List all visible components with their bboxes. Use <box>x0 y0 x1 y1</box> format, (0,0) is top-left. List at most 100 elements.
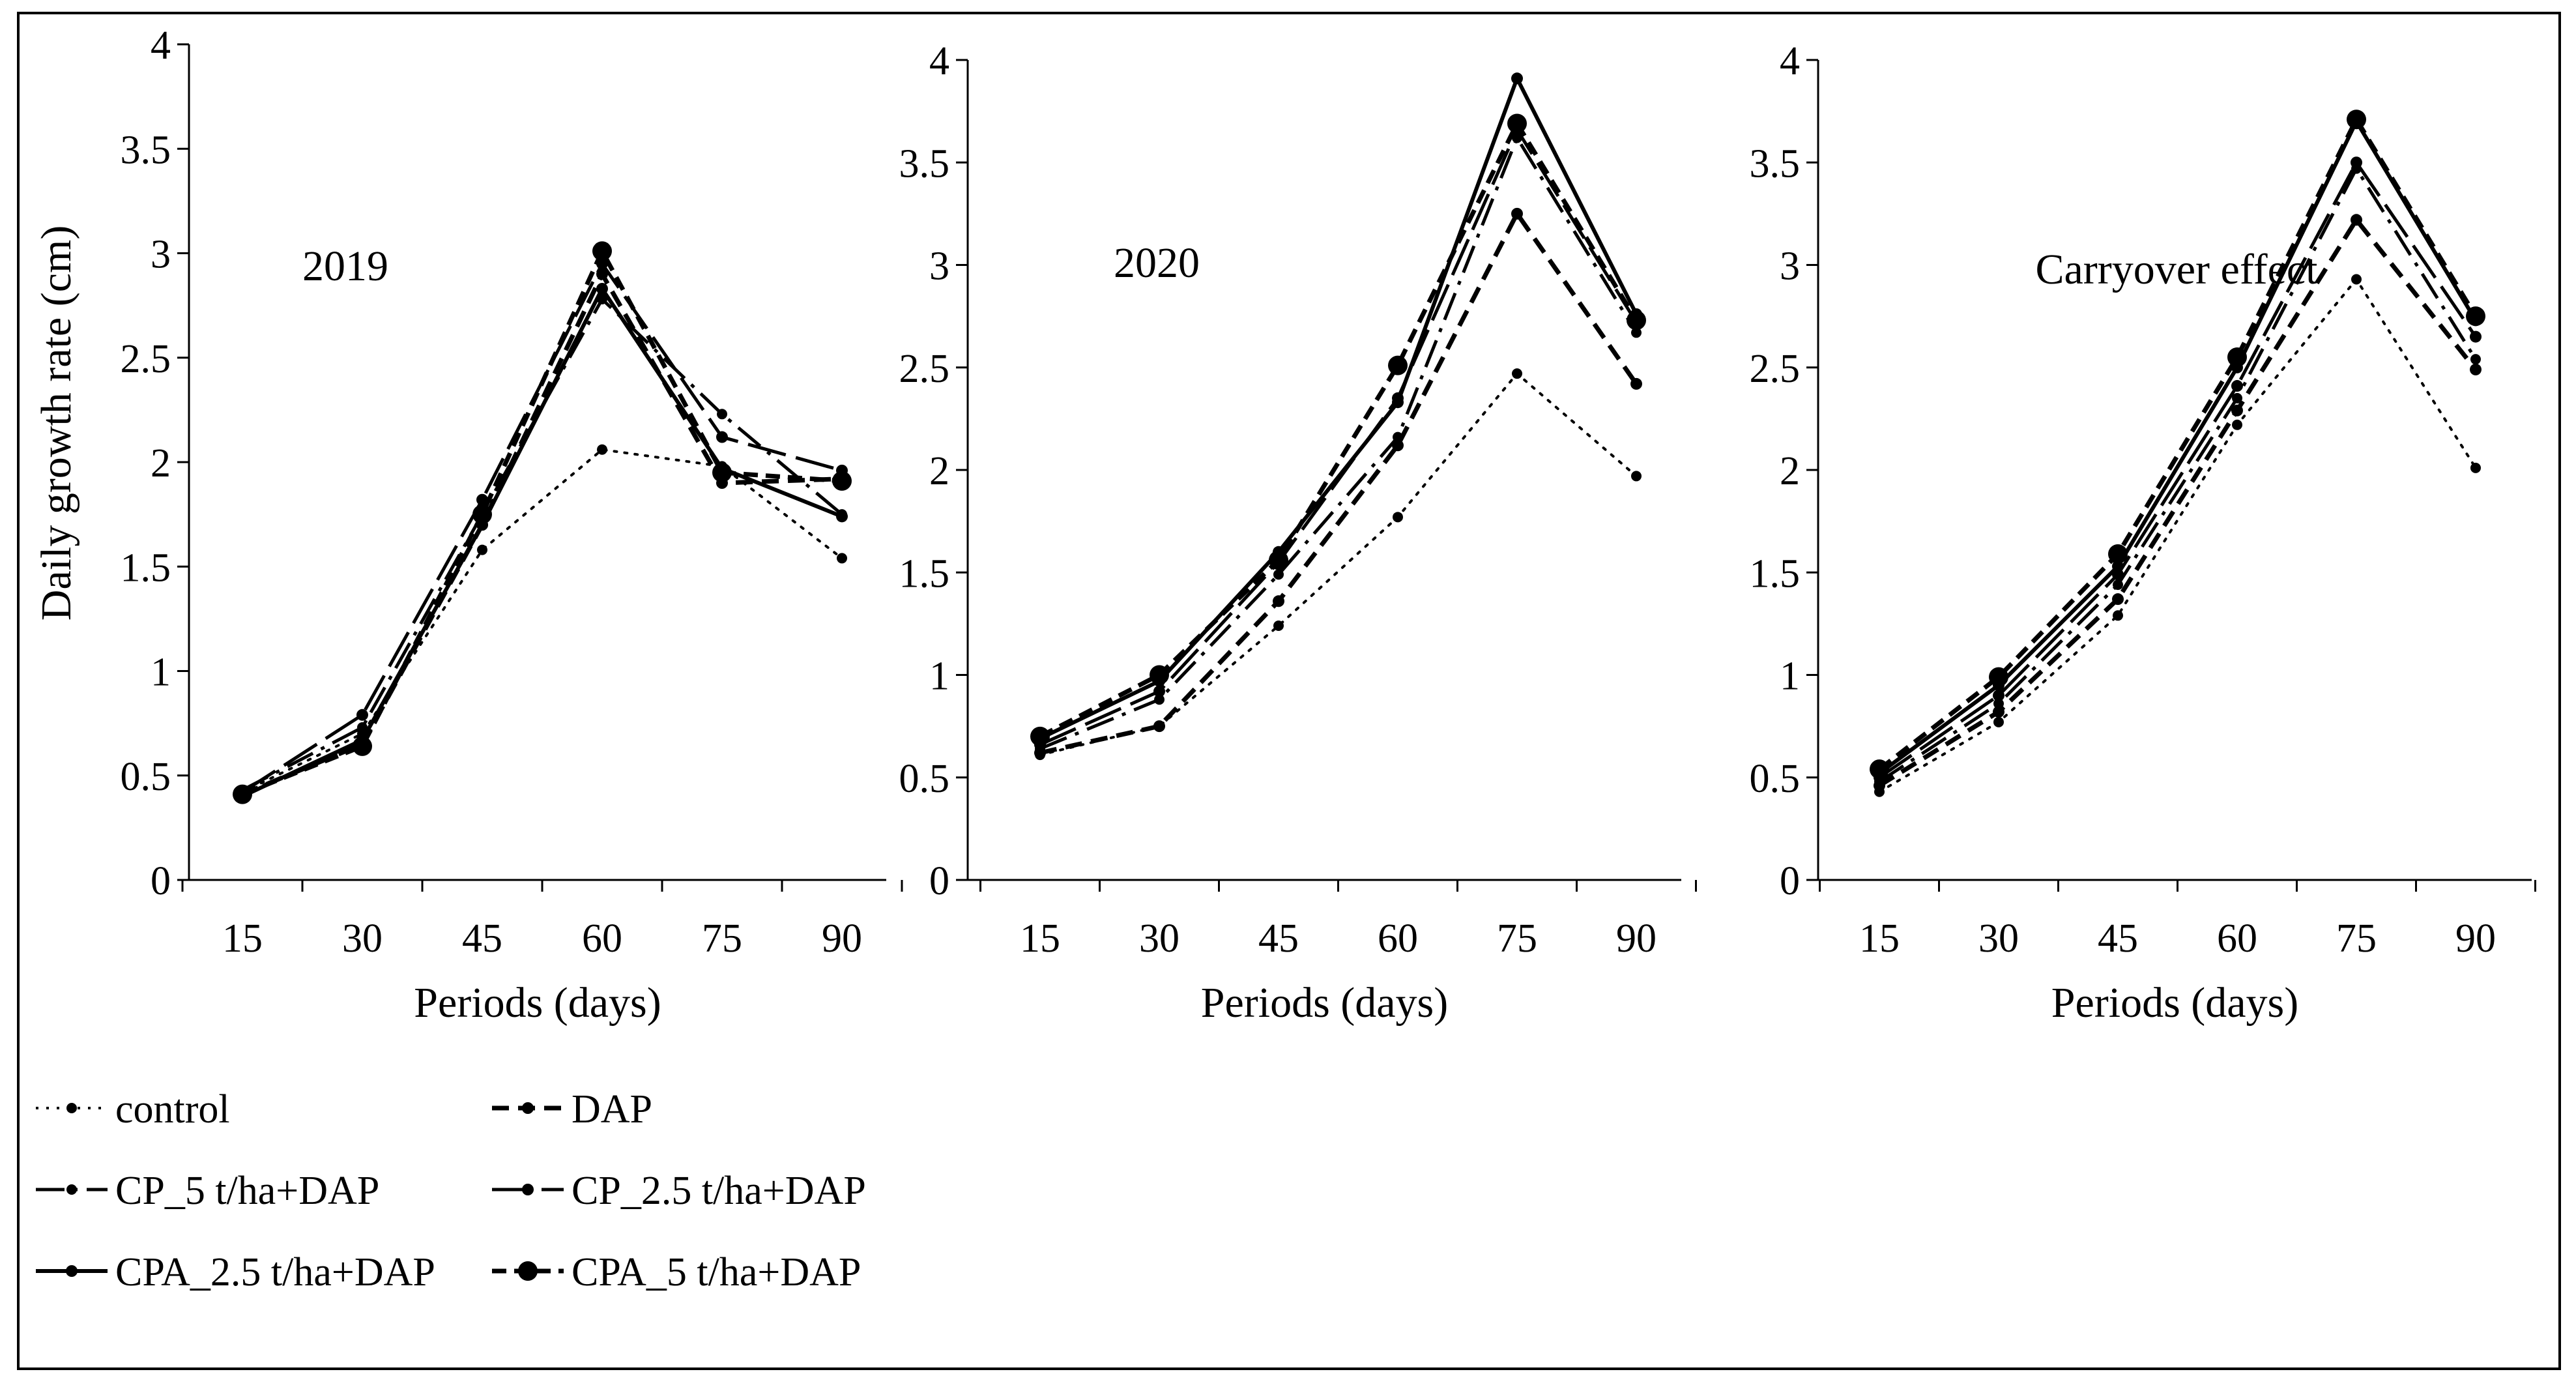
data-point <box>2231 380 2243 392</box>
legend: control DAP CP_5 t/ha+DAP CP_2.5 t/ha+DAP CP… <box>36 1087 866 1294</box>
data-point <box>2470 462 2481 473</box>
y-tick-label: 1 <box>929 654 949 699</box>
y-tick-label: 1 <box>1780 654 1800 699</box>
data-point <box>1870 759 1889 780</box>
series-cp-2-5-t-ha-dap <box>1874 156 2482 783</box>
y-tick-label: 1.5 <box>899 551 950 596</box>
legend-swatch-marker <box>522 1102 534 1114</box>
chart-title: 2020 <box>1114 239 1200 287</box>
data-point <box>2466 306 2485 327</box>
y-tick-label: 2.5 <box>1750 347 1801 391</box>
data-point <box>832 471 852 491</box>
y-tick-label: 3 <box>929 244 949 289</box>
legend-label: CPA_2.5 t/ha+DAP <box>115 1250 435 1294</box>
chart-panel-3: 0 0.5 1 1.5 2 2.5 3 3.5 4 15 30 45 60 75 90 Periods (da… <box>1750 39 2536 1027</box>
x-axis-label: Periods (days) <box>2051 979 2298 1027</box>
data-point <box>2113 610 2123 621</box>
data-point <box>1630 377 1642 390</box>
x-tick-label: 30 <box>342 916 383 961</box>
y-tick-label: 0.5 <box>899 757 950 801</box>
data-point <box>2227 347 2247 368</box>
legend-item-cp-2-5-t-ha-dap: CP_2.5 t/ha+DAP <box>492 1169 866 1213</box>
y-tick-label: 0 <box>929 859 949 903</box>
legend-label: CPA_5 t/ha+DAP <box>572 1250 861 1294</box>
series-line <box>241 272 843 797</box>
series-line <box>1039 121 1638 738</box>
chart-title: 2019 <box>302 242 388 290</box>
data-point <box>1989 667 2008 687</box>
series-line <box>1039 211 1638 755</box>
data-point <box>1153 720 1165 733</box>
data-point <box>2347 110 2366 130</box>
data-point <box>477 544 487 555</box>
x-tick-label: 75 <box>2336 916 2377 961</box>
x-tick-label: 45 <box>462 916 502 961</box>
data-point <box>357 722 368 733</box>
legend-swatch-marker <box>66 1103 77 1113</box>
y-axis-label: Daily growth rate (cm) <box>33 226 80 621</box>
y-tick-label: 0.5 <box>1750 757 1801 801</box>
series-cpa-5-t-ha-dap <box>1870 110 2485 780</box>
data-point <box>2231 404 2243 417</box>
y-tick-label: 4 <box>151 23 171 68</box>
legend-swatch-marker <box>66 1184 77 1195</box>
data-point <box>1393 431 1403 443</box>
data-point <box>717 409 727 420</box>
data-point <box>1154 694 1165 705</box>
data-point <box>1393 512 1403 523</box>
data-point <box>1631 471 1642 482</box>
data-point <box>597 444 607 455</box>
series-line <box>241 297 843 792</box>
data-point <box>837 553 847 564</box>
y-tick-label: 3.5 <box>1750 141 1801 186</box>
data-point <box>1993 698 2004 709</box>
x-axis-label: Periods (days) <box>1201 979 1448 1027</box>
data-point <box>1153 685 1165 697</box>
data-point <box>2351 274 2362 285</box>
x-tick-label: 60 <box>2217 916 2257 961</box>
data-point <box>1269 550 1288 570</box>
series-dap <box>1874 214 2482 792</box>
x-tick-label: 90 <box>1616 916 1657 961</box>
series-line <box>1878 160 2478 779</box>
x-tick-label: 15 <box>1859 916 1900 961</box>
y-tick-label: 4 <box>929 39 949 83</box>
y-tick-label: 2 <box>1780 449 1800 493</box>
data-point <box>716 431 728 443</box>
series-line <box>1878 278 2477 793</box>
series-line <box>1039 76 1638 740</box>
legend-swatch-marker <box>518 1261 538 1281</box>
data-point <box>1993 716 2004 727</box>
data-point <box>596 282 608 295</box>
data-point <box>2112 593 2124 606</box>
x-tick-label: 15 <box>222 916 263 961</box>
y-tick-label: 2.5 <box>899 347 950 391</box>
data-point <box>836 510 848 523</box>
data-point <box>592 241 612 261</box>
data-point <box>2470 354 2481 365</box>
series-line <box>1039 136 1638 751</box>
data-point <box>1511 72 1523 85</box>
x-tick-label: 90 <box>2455 916 2496 961</box>
data-point <box>1512 368 1522 379</box>
y-tick-label: 1.5 <box>121 546 171 590</box>
x-tick-label: 60 <box>1378 916 1418 961</box>
legend-item-cpa-5-t-ha-dap: CPA_5 t/ha+DAP <box>492 1250 861 1294</box>
data-point <box>472 504 492 525</box>
y-tick-label: 2.5 <box>121 337 171 381</box>
chart-panel-1: 0 0.5 1 1.5 2 2.5 3 3.5 4 15 30 45 60 75 90 Periods (da… <box>33 23 903 1027</box>
data-point <box>2232 419 2242 430</box>
data-point <box>1511 207 1523 220</box>
data-point <box>1507 113 1527 134</box>
legend-label: control <box>115 1087 230 1132</box>
data-point <box>353 736 372 756</box>
series-control <box>1874 274 2481 797</box>
series-cpa-5-t-ha-dap <box>233 241 852 804</box>
data-point <box>233 784 252 804</box>
x-tick-label: 75 <box>1497 916 1537 961</box>
series-cp-5-t-ha-dap <box>1874 163 2481 787</box>
series-line <box>1878 167 2478 783</box>
y-tick-label: 4 <box>1780 39 1800 83</box>
legend-label: DAP <box>572 1087 652 1132</box>
